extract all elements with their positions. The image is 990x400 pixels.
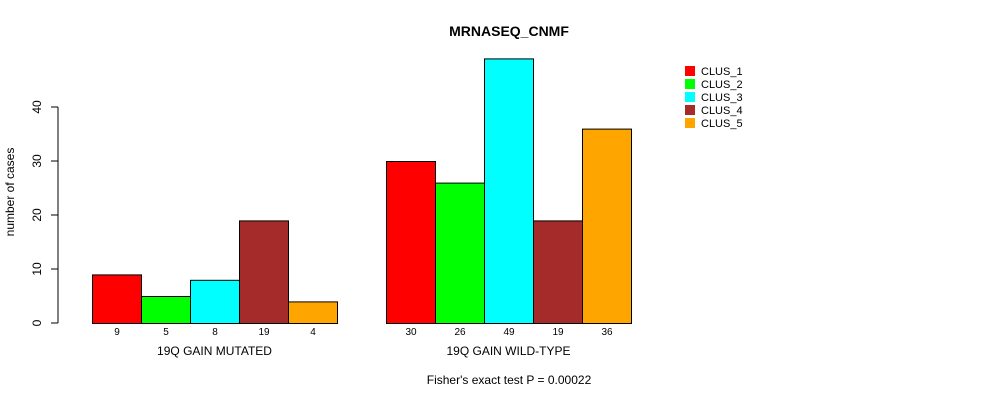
bar-count-label: 30	[405, 327, 417, 338]
bar	[190, 279, 240, 324]
y-axis: 0 10 20 30 40	[30, 100, 59, 326]
bar-count-label: 19	[552, 327, 564, 338]
legend-swatch	[685, 118, 695, 128]
y-tick-label: 30	[30, 154, 44, 168]
bar-count-label: 26	[454, 327, 466, 338]
legend-label: CLUS_1	[701, 66, 743, 78]
bar-count-label: 36	[601, 327, 613, 338]
legend-swatch	[685, 92, 695, 102]
bar	[533, 220, 583, 324]
bar-count-label: 4	[310, 327, 316, 338]
bar	[239, 220, 289, 324]
group-label: 19Q GAIN WILD-TYPE	[446, 344, 570, 358]
y-tick-label: 20	[30, 208, 44, 222]
chart-subtitle: Fisher's exact test P = 0.00022	[427, 373, 592, 387]
bar-count-label: 49	[503, 327, 515, 338]
bar-count-label: 19	[258, 327, 270, 338]
group-label: 19Q GAIN MUTATED	[157, 344, 272, 358]
bar	[582, 128, 632, 324]
bar-count-label: 8	[212, 327, 218, 338]
bar-count-label: 5	[163, 327, 169, 338]
bar	[435, 182, 485, 324]
legend-label: CLUS_4	[701, 105, 743, 117]
bar	[484, 58, 534, 325]
bar	[386, 161, 436, 324]
legend-label: CLUS_2	[701, 79, 743, 91]
bar-count-label: 9	[114, 327, 120, 338]
bar	[141, 296, 191, 324]
y-tick-label: 0	[30, 319, 44, 326]
y-tick-label: 10	[30, 262, 44, 276]
legend-label: CLUS_3	[701, 92, 743, 104]
y-axis-label: number of cases	[3, 148, 17, 237]
y-tick-label: 40	[30, 100, 44, 114]
chart-title: MRNASEQ_CNMF	[449, 23, 569, 39]
bar	[92, 274, 142, 324]
legend-swatch	[685, 66, 695, 76]
bar	[288, 301, 338, 324]
bars: 9 5 8 19 4 19Q GAIN MUTATED 30 26 49 19 36 19Q GAIN…	[92, 58, 632, 358]
legend-label: CLUS_5	[701, 118, 743, 130]
legend-swatch	[685, 79, 695, 89]
legend-swatch	[685, 105, 695, 115]
